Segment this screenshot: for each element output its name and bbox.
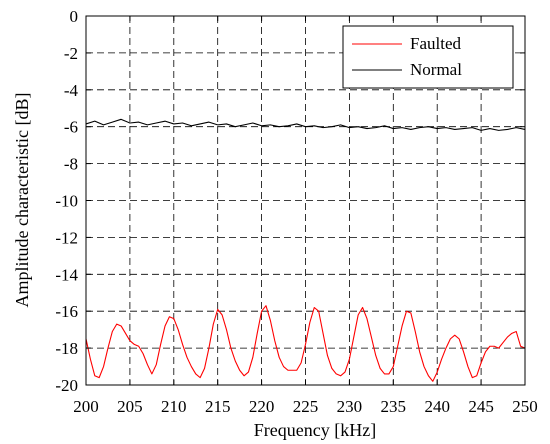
tick-labels: 200 205 210 215 220 225 230 235 240 245 250 0 -2 -4 -6… [55,7,537,416]
x-tick-label: 235 [381,397,407,416]
y-axis-title: Amplitude characteristic [dB] [12,93,32,308]
y-tick-label: -20 [55,376,78,395]
y-tick-label: -14 [55,265,78,284]
x-tick-label: 230 [337,397,363,416]
y-tick-label: -16 [55,302,78,321]
y-tick-label: 0 [70,7,79,26]
x-tick-label: 200 [73,397,99,416]
y-tick-label: -8 [64,155,78,174]
x-tick-label: 250 [512,397,538,416]
series-line-faulted [85,305,526,382]
x-tick-label: 205 [117,397,143,416]
legend-label-faulted: Faulted [410,34,461,53]
x-tick-label: 245 [468,397,494,416]
series-line-normal [85,118,526,131]
x-tick-label: 225 [293,397,319,416]
legend-box [342,25,514,89]
legend: Faulted Normal [342,25,514,89]
y-tick-label: -10 [55,192,78,211]
y-tick-label: -4 [64,81,79,100]
series-layer [85,118,526,382]
y-tick-label: -18 [55,339,78,358]
x-tick-label: 215 [205,397,231,416]
y-tick-label: -12 [55,228,78,247]
y-tick-label: -6 [64,118,78,137]
x-tick-label: 220 [249,397,275,416]
plot-frame [85,15,526,386]
x-tick-label: 240 [424,397,450,416]
x-axis-title: Frequency [kHz] [254,420,376,440]
x-tick-label: 210 [161,397,187,416]
legend-label-normal: Normal [410,60,462,79]
y-tick-label: -2 [64,44,78,63]
